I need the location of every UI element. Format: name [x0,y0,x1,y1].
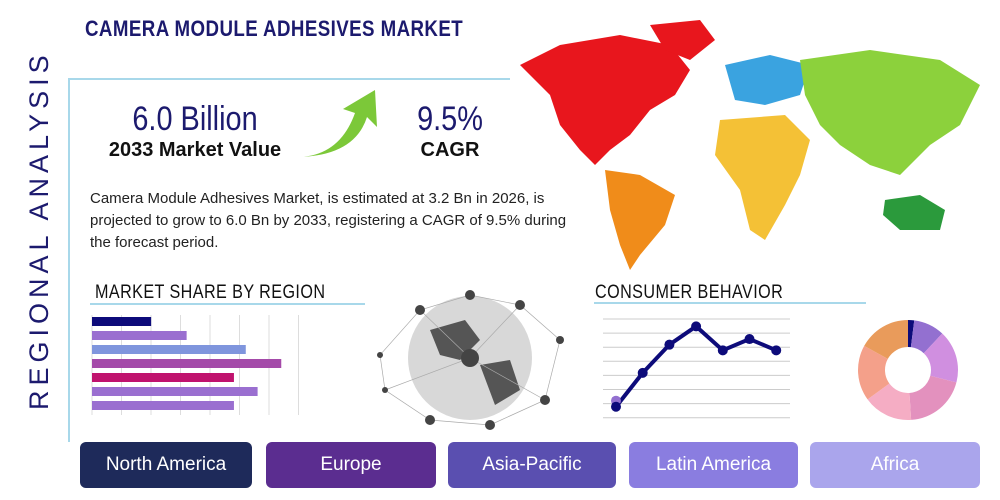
consumer-behavior-title: CONSUMER BEHAVIOR [595,282,784,303]
data-point [744,334,755,345]
bar [92,373,234,382]
market-value-number: 6.0 Billion [132,100,258,138]
data-point [664,339,675,350]
page-title: CAMERA MODULE ADHESIVES MARKET [85,16,464,41]
donut-slice [910,320,943,354]
asia [800,50,980,175]
region-button-asia-pacific[interactable]: Asia-Pacific [448,442,616,488]
data-point [637,367,648,378]
region-button-north-america[interactable]: North America [80,442,252,488]
africa [715,115,810,240]
bar [92,387,258,396]
world-map [520,20,980,270]
region-button-latin-america[interactable]: Latin America [629,442,798,488]
south-america [605,170,675,270]
europe [725,55,810,105]
bar [92,401,234,410]
donut-slice [864,320,908,359]
market-value-label: 2033 Market Value [108,139,282,161]
donut-slice [908,320,915,348]
data-point [771,345,782,356]
cagr-label: CAGR [420,139,480,161]
data-point [717,345,728,356]
donut-slice [923,333,958,383]
north-america [520,35,690,165]
cagr-number: 9.5% [417,100,483,138]
divider [90,303,365,305]
network-globe-icon [377,290,564,430]
donut-slice [909,375,957,420]
market-description: Camera Module Adhesives Market, is estim… [90,190,567,251]
data-point [691,321,702,332]
growth-arrow-icon [300,90,377,157]
region-button-africa[interactable]: Africa [810,442,980,488]
australia [883,195,945,230]
consumer-behavior-donut-chart [858,320,958,420]
divider [594,302,866,304]
bar [92,345,246,354]
market-share-bar-chart [91,315,299,415]
side-label: REGIONAL ANALYSIS [24,50,54,410]
market-value: 6.0 Billion 2033 Market Value [90,100,300,162]
consumer-behavior-line-chart [603,318,790,419]
market-share-title: MARKET SHARE BY REGION [95,282,326,303]
donut-slice [858,345,890,400]
content-frame [68,78,510,442]
region-button-europe[interactable]: Europe [266,442,436,488]
greenland [650,20,715,60]
cagr: 9.5% CAGR [405,100,495,162]
bar [92,359,282,368]
data-point [611,401,621,412]
bar [92,317,152,326]
bar [92,331,187,340]
donut-slice [867,383,912,420]
